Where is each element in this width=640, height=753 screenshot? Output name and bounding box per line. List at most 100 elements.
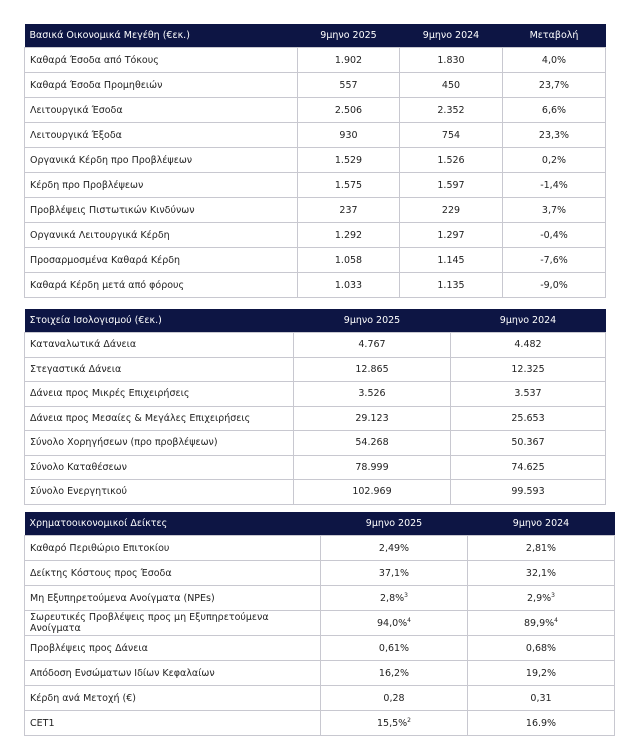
- value-cell: 1.597: [399, 172, 503, 198]
- table-row: Δάνεια προς Μικρές Επιχειρήσεις 3.526 3.53…: [24, 381, 606, 407]
- header-cell: 9μηνο 2024: [450, 309, 606, 333]
- footnote-marker: 2: [407, 716, 411, 724]
- value-cell: 1.830: [399, 47, 503, 73]
- label-cell: Σύνολο Καταθέσεων: [24, 454, 294, 480]
- value-cell: 3.526: [293, 381, 451, 407]
- table-row: CET1 15,5%2 16.9%: [24, 710, 615, 736]
- value-cell: 25.653: [450, 405, 606, 431]
- value-cell: 4,0%: [502, 47, 606, 73]
- header-cell: Στοιχεία Ισολογισμού (€εκ.): [24, 309, 294, 333]
- label-cell: Προσαρμοσμένα Καθαρά Κέρδη: [24, 247, 298, 273]
- value-cell: 1.902: [297, 47, 400, 73]
- header-cell: 9μηνο 2024: [467, 512, 615, 536]
- value-cell: 3.537: [450, 381, 606, 407]
- value-text: 2,49%: [378, 542, 410, 554]
- financial-ratios-table: Χρηματοοικονομικοί Δείκτες 9μηνο 2025 9μ…: [24, 512, 615, 736]
- label-cell: Οργανικά Λειτουργικά Κέρδη: [24, 222, 298, 248]
- value-cell: 0,61%: [320, 635, 468, 661]
- value-cell: 19,2%: [467, 660, 615, 686]
- table-row: Στεγαστικά Δάνεια 12.865 12.325: [24, 356, 606, 382]
- value-cell: 23,7%: [502, 72, 606, 98]
- value-cell: 16,2%: [320, 660, 468, 686]
- value-cell: 4.482: [450, 332, 606, 358]
- label-cell: Προβλέψεις προς Δάνεια: [24, 635, 321, 661]
- value-cell: 29.123: [293, 405, 451, 431]
- table-row: Σύνολο Ενεργητικού 102.969 99.593: [24, 479, 606, 505]
- value-cell: 4.767: [293, 332, 451, 358]
- value-text: 2,8%: [380, 593, 405, 605]
- table-header: Στοιχεία Ισολογισμού (€εκ.) 9μηνο 2025 9…: [24, 309, 606, 333]
- table-row: Καθαρά Κέρδη μετά από φόρους 1.033 1.135 -9…: [24, 272, 606, 298]
- value-cell: 99.593: [450, 479, 606, 505]
- value-cell: 2.506: [297, 97, 400, 123]
- label-cell: Λειτουργικά Έξοδα: [24, 122, 298, 148]
- table-row: Κέρδη ανά Μετοχή (€) 0,28 0,31: [24, 685, 615, 711]
- value-text: 2,9%: [527, 593, 552, 605]
- table-row: Οργανικά Λειτουργικά Κέρδη 1.292 1.297 -0,4…: [24, 222, 606, 248]
- header-cell: Χρηματοοικονομικοί Δείκτες: [24, 512, 321, 536]
- label-cell: Δείκτης Κόστους προς Έσοδα: [24, 560, 321, 586]
- value-cell: 1.135: [399, 272, 503, 298]
- label-cell: CET1: [24, 710, 321, 736]
- value-cell: 0,31: [467, 685, 615, 711]
- table-row: Οργανικά Κέρδη προ Προβλέψεων 1.529 1.526 0…: [24, 147, 606, 173]
- value-cell: 94,0%4: [320, 610, 468, 636]
- table-row: Απόδοση Ενσώματων Ιδίων Κεφαλαίων 16,2% 19…: [24, 660, 615, 686]
- value-cell: -0,4%: [502, 222, 606, 248]
- value-cell: 237: [297, 197, 400, 223]
- footnote-marker: 4: [554, 616, 558, 624]
- value-text: 0,31: [530, 692, 552, 704]
- value-text: 16.9%: [525, 717, 557, 729]
- header-cell: Βασικά Οικονομικά Μεγέθη (€εκ.): [24, 24, 298, 48]
- table-row: Καθαρό Περιθώριο Επιτοκίου 2,49% 2,81%: [24, 535, 615, 561]
- label-cell: Σύνολο Ενεργητικού: [24, 479, 294, 505]
- header-cell: 9μηνο 2024: [399, 24, 503, 48]
- table-row: Προβλέψεις προς Δάνεια 0,61% 0,68%: [24, 635, 615, 661]
- value-cell: 1.529: [297, 147, 400, 173]
- value-cell: 557: [297, 72, 400, 98]
- table-header: Χρηματοοικονομικοί Δείκτες 9μηνο 2025 9μ…: [24, 512, 615, 536]
- value-text: 89,9%: [523, 618, 555, 630]
- label-cell: Λειτουργικά Έσοδα: [24, 97, 298, 123]
- label-cell: Δάνεια προς Μικρές Επιχειρήσεις: [24, 381, 294, 407]
- value-cell: 1.033: [297, 272, 400, 298]
- label-cell: Οργανικά Κέρδη προ Προβλέψεων: [24, 147, 298, 173]
- table-row: Λειτουργικά Έξοδα 930 754 23,3%: [24, 122, 606, 148]
- table-row: Προσαρμοσμένα Καθαρά Κέρδη 1.058 1.145 -7,6…: [24, 247, 606, 273]
- value-cell: 15,5%2: [320, 710, 468, 736]
- value-cell: 2,9%3: [467, 585, 615, 611]
- header-cell: 9μηνο 2025: [320, 512, 468, 536]
- header-cell: 9μηνο 2025: [293, 309, 451, 333]
- value-text: 32,1%: [525, 567, 557, 579]
- table-header: Βασικά Οικονομικά Μεγέθη (€εκ.) 9μηνο 20…: [24, 24, 606, 48]
- table-row: Κέρδη προ Προβλέψεων 1.575 1.597 -1,4%: [24, 172, 606, 198]
- footnote-marker: 3: [404, 591, 408, 599]
- header-cell: 9μηνο 2025: [297, 24, 400, 48]
- value-cell: 2.352: [399, 97, 503, 123]
- value-text: 2,81%: [525, 542, 557, 554]
- label-cell: Καθαρό Περιθώριο Επιτοκίου: [24, 535, 321, 561]
- value-cell: 2,8%3: [320, 585, 468, 611]
- value-cell: 16.9%: [467, 710, 615, 736]
- value-text: 37,1%: [378, 567, 410, 579]
- table-row: Καθαρά Έσοδα από Τόκους 1.902 1.830 4,0%: [24, 47, 606, 73]
- value-cell: 54.268: [293, 430, 451, 456]
- value-cell: 930: [297, 122, 400, 148]
- value-cell: 32,1%: [467, 560, 615, 586]
- value-cell: 1.526: [399, 147, 503, 173]
- value-cell: 0,2%: [502, 147, 606, 173]
- value-text: 0,28: [383, 692, 405, 704]
- value-cell: 23,3%: [502, 122, 606, 148]
- value-cell: 1.058: [297, 247, 400, 273]
- balance-sheet-table: Στοιχεία Ισολογισμού (€εκ.) 9μηνο 2025 9…: [24, 309, 606, 505]
- key-financials-table: Βασικά Οικονομικά Μεγέθη (€εκ.) 9μηνο 20…: [24, 24, 606, 298]
- label-cell: Κέρδη προ Προβλέψεων: [24, 172, 298, 198]
- value-cell: 1.292: [297, 222, 400, 248]
- value-cell: 1.575: [297, 172, 400, 198]
- label-cell: Καθαρά Έσοδα από Τόκους: [24, 47, 298, 73]
- value-cell: 12.865: [293, 356, 451, 382]
- table-row: Σύνολο Καταθέσεων 78.999 74.625: [24, 454, 606, 480]
- label-cell: Καταναλωτικά Δάνεια: [24, 332, 294, 358]
- value-cell: 50.367: [450, 430, 606, 456]
- table-row: Σύνολο Χορηγήσεων (προ προβλέψεων) 54.268…: [24, 430, 606, 456]
